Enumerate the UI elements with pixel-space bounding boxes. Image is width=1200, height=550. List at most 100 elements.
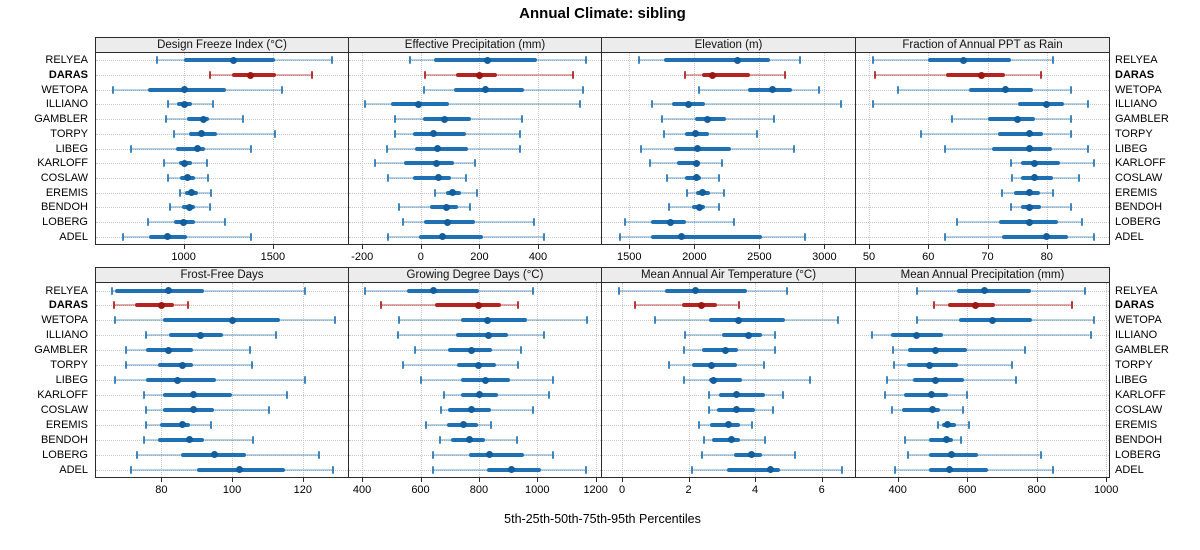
p95-cap [718, 203, 721, 212]
p95-cap [1051, 56, 1054, 65]
median-dot [710, 376, 717, 384]
station-label-right: LOBERG [1115, 216, 1161, 228]
x-tick [824, 245, 826, 249]
h-gridline [349, 222, 601, 223]
x-tick-label: 400 [888, 484, 907, 496]
p5-cap [413, 346, 416, 355]
p5-cap [936, 420, 939, 429]
station-label-right: WETOPA [1115, 83, 1162, 96]
median-dot [508, 466, 516, 473]
p5-cap [386, 232, 389, 241]
station-label-left: WETOPA [41, 314, 88, 327]
median-dot [482, 376, 490, 384]
panel-strip: Growing Degree Days (°C) [348, 267, 602, 283]
p95-cap [205, 159, 208, 168]
x-tick [869, 245, 870, 249]
median-dot [466, 436, 474, 444]
h-gridline [349, 207, 601, 209]
station-label-left: TORPY [50, 127, 88, 140]
p95-cap [252, 435, 255, 444]
p95-cap [489, 420, 492, 429]
p95-cap [818, 85, 821, 94]
median-dot [476, 391, 483, 399]
p95-cap [532, 218, 535, 226]
h-gridline [856, 119, 1109, 121]
x-tick [928, 245, 930, 249]
p95-cap [718, 173, 721, 182]
h-gridline [602, 222, 855, 223]
h-gridline [856, 177, 1109, 179]
p95-cap [333, 316, 336, 325]
p95-cap [520, 346, 523, 355]
x-tick [420, 478, 422, 482]
iqr-25-75-bar [948, 303, 995, 308]
h-gridline [856, 424, 1109, 426]
p5-cap [380, 301, 383, 310]
p5-cap [166, 100, 169, 109]
median-dot [435, 174, 443, 182]
p5-cap [951, 115, 953, 124]
h-gridline [96, 163, 348, 165]
x-tick [987, 245, 989, 249]
p5-cap [915, 316, 918, 325]
station-label-left: LOBERG [42, 216, 88, 228]
h-gridline [602, 177, 855, 179]
p95-cap [303, 376, 306, 384]
iqr-25-75-bar [1018, 102, 1065, 107]
iqr-25-75-bar [708, 318, 786, 323]
panel-strip: Mean Annual Precipitation (mm) [855, 267, 1110, 283]
chart-title: Annual Climate: sibling [519, 5, 686, 22]
station-label-right: EREMIS [1115, 186, 1158, 199]
station-label-left: LIBEG [55, 374, 88, 386]
p5-cap [125, 346, 127, 355]
p5-cap [1011, 173, 1014, 182]
h-gridline [856, 365, 1109, 367]
p95-cap [1069, 129, 1072, 138]
p95-cap [515, 435, 518, 444]
h-gridline [349, 119, 601, 121]
p5-cap [891, 405, 894, 414]
trellis-panel [855, 282, 1110, 478]
median-dot [183, 174, 191, 182]
panel-strip-label: Design Freeze Index (°C) [157, 39, 287, 51]
station-label-left: GAMBLER [34, 344, 88, 357]
median-dot [475, 71, 483, 79]
median-dot [1031, 159, 1039, 167]
p95-cap [792, 144, 795, 153]
iqr-25-75-bar [407, 288, 479, 293]
x-tick [1046, 245, 1048, 249]
p5-cap [164, 115, 167, 124]
x-tick-label: 0 [417, 251, 424, 263]
x-tick-label: 70 [981, 251, 994, 263]
iqr-25-75-bar [929, 437, 954, 442]
p95-cap [1077, 173, 1080, 182]
p95-cap [772, 405, 775, 414]
station-label-right: COSLAW [1115, 171, 1163, 184]
x-tick-label: 60 [922, 251, 935, 263]
p95-cap [210, 188, 213, 197]
p95-cap [798, 56, 801, 65]
median-dot [189, 406, 197, 414]
median-dot [484, 56, 492, 64]
iqr-25-75-bar [163, 392, 233, 397]
h-gridline [349, 148, 601, 150]
p5-cap [422, 85, 425, 94]
p95-cap [1069, 115, 1072, 124]
p5-cap [904, 435, 907, 444]
panel-strip-label: Elevation (m) [694, 39, 763, 51]
range-5-95-line [425, 74, 574, 76]
p5-cap [166, 173, 169, 182]
h-gridline [856, 148, 1109, 150]
p95-cap [586, 316, 588, 325]
iqr-25-75-bar [413, 131, 466, 136]
p95-cap [578, 100, 581, 109]
p5-cap [649, 159, 652, 168]
p95-cap [476, 188, 479, 197]
x-tick [1036, 478, 1038, 482]
median-dot [230, 56, 238, 64]
p5-cap [440, 405, 442, 414]
panel-strip: Design Freeze Index (°C) [95, 37, 349, 53]
p95-cap [785, 286, 788, 295]
station-label-right: KARLOFF [1115, 157, 1166, 170]
p95-cap [531, 405, 534, 414]
